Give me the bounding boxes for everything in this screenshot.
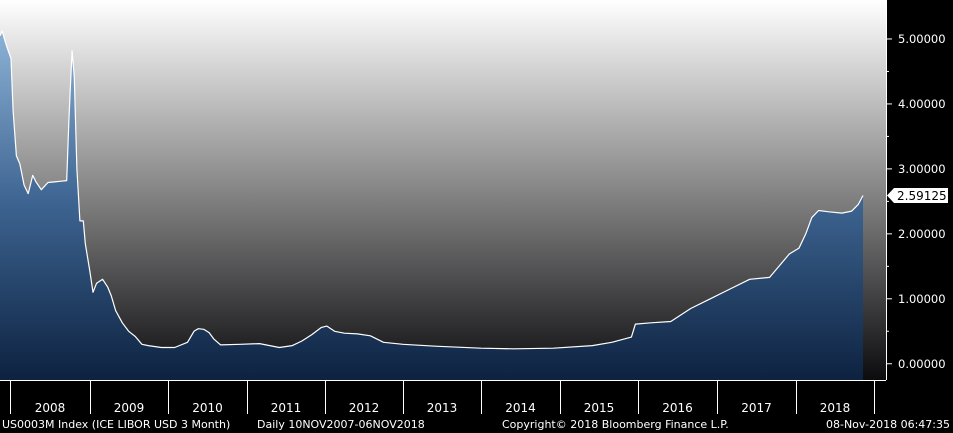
y-tick-label: 3.00000 (898, 162, 946, 176)
x-tick-label: 2009 (114, 401, 145, 415)
x-tick-label: 2012 (349, 401, 380, 415)
x-tick-label: 2010 (192, 401, 223, 415)
x-tick-label: 2011 (271, 401, 302, 415)
x-tick-label: 2018 (820, 401, 851, 415)
series-area-layer (0, 30, 864, 380)
x-tick-label: 2013 (427, 401, 458, 415)
x-tick-label: 2008 (35, 401, 66, 415)
y-tick-label: 1.00000 (898, 292, 946, 306)
x-tick-label: 2015 (584, 401, 615, 415)
footer-range: Daily 10NOV2007-06NOV2018 (257, 418, 425, 431)
y-tick-label: 4.00000 (898, 97, 946, 111)
footer-timestamp: 08-Nov-2018 06:47:35 (825, 418, 950, 431)
footer-ticker: US0003M Index (ICE LIBOR USD 3 Month) (2, 418, 231, 431)
x-tick-label: 2016 (662, 401, 693, 415)
x-tick-label: 2014 (505, 401, 536, 415)
last-value-label: 2.59125 (897, 189, 947, 203)
label-layer: 2008 2009 2010 2011 2012 2013 2014 2015 2016 2017… (35, 32, 948, 415)
axis-layer (0, 0, 892, 414)
series-area (0, 31, 863, 380)
y-tick-label: 0.00000 (898, 357, 946, 371)
series-line (0, 30, 864, 350)
y-tick-label: 5.00000 (898, 32, 946, 46)
y-tick-label: 2.00000 (898, 227, 946, 241)
footer-copyright: Copyright© 2018 Bloomberg Finance L.P. (502, 418, 729, 431)
x-tick-label: 2017 (741, 401, 772, 415)
last-value-tag (887, 188, 948, 204)
chart-footer: US0003M Index (ICE LIBOR USD 3 Month) Da… (0, 416, 953, 433)
